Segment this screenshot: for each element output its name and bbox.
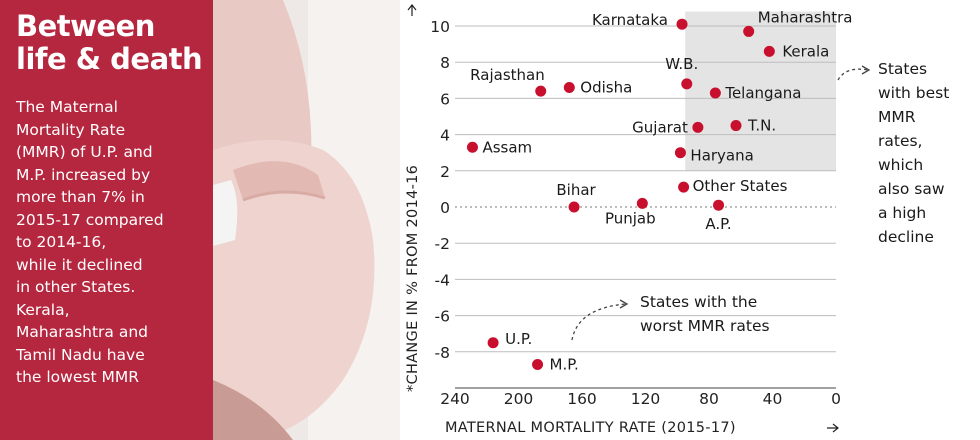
point-label: T.N. (747, 117, 776, 135)
data-point (466, 141, 478, 153)
annotation-worst-text: worst MMR rates (640, 317, 770, 335)
info-panel: Between life & death The Maternal Mortal… (0, 0, 213, 440)
annotation-best-text: with best (878, 84, 949, 102)
headline-line: Between (16, 9, 155, 43)
data-point (532, 358, 544, 370)
body-line: Kerala, (16, 300, 70, 319)
y-tick-label: 0 (440, 199, 450, 217)
y-tick-label: -2 (435, 235, 450, 253)
data-point (730, 120, 742, 132)
headline: Between life & death (16, 10, 211, 76)
annotation-best-arrowhead (861, 65, 871, 75)
x-tick-label: 120 (631, 390, 661, 408)
body-line: in other States. (16, 278, 136, 296)
point-label: Kerala (782, 42, 829, 60)
y-axis-title: *CHANGE IN % FROM 2014-16 (405, 165, 421, 392)
data-point (692, 121, 704, 133)
y-tick-label: 8 (440, 54, 450, 72)
x-tick-label: 240 (440, 390, 470, 408)
x-tick-label: 200 (504, 390, 534, 408)
headline-line: life & death (16, 42, 203, 76)
annotation-best-text: MMR (878, 108, 916, 126)
y-tick-label: -6 (435, 308, 450, 326)
data-point (709, 87, 721, 99)
pregnant-woman-photo (213, 0, 400, 440)
x-tick-label: 0 (831, 390, 841, 408)
annotation-best-text: a high (878, 204, 926, 222)
data-point (535, 85, 547, 97)
data-point (743, 25, 755, 37)
data-point (563, 82, 575, 94)
body-line: M.P. increased by (16, 165, 151, 184)
x-axis-title: MATERNAL MORTALITY RATE (2015-17) (445, 420, 736, 436)
body-line: The Maternal (16, 98, 118, 116)
mmr-scatter-chart: MATERNAL MORTALITY RATE (2015-17) *CHANGE… (405, 4, 949, 436)
point-label: Telangana (724, 84, 801, 102)
body-line: 2015-17 compared (16, 210, 164, 229)
data-point (763, 45, 775, 57)
point-label: Punjab (605, 209, 656, 227)
x-tick-label: 160 (567, 390, 597, 408)
body-line: more than 7% in (16, 188, 145, 206)
y-tick-label: -4 (435, 271, 450, 289)
annotation-best-text: rates, (878, 132, 923, 150)
body-line: while it declined (16, 255, 143, 274)
point-label: Rajasthan (470, 66, 545, 84)
data-point (676, 18, 688, 30)
data-point (674, 147, 686, 159)
point-label: Haryana (690, 147, 753, 165)
data-point (678, 181, 690, 193)
point-label: Bihar (556, 181, 596, 199)
y-tick-label: 10 (430, 18, 450, 36)
pregnant-woman-illustration (213, 0, 400, 440)
annotation-best-text: decline (878, 228, 934, 246)
annotation-best-text: States (878, 60, 927, 78)
body-line: the lowest MMR (16, 368, 139, 386)
point-label: Other States (693, 177, 788, 195)
x-tick-label: 40 (763, 390, 783, 408)
body-line: Mortality Rate (16, 120, 126, 139)
x-axis-arrow (827, 423, 839, 433)
body-line: (MMR) of U.P. and (16, 143, 153, 161)
body-line: Maharashtra and (16, 323, 148, 341)
annotation-worst-arrow (571, 303, 627, 341)
y-tick-label: 6 (440, 90, 450, 108)
annotation-best-text: also saw (878, 180, 945, 198)
data-point (487, 337, 499, 349)
annotation-worst-arrowhead (619, 299, 629, 309)
body-line: to 2014-16, (16, 233, 107, 251)
data-point (681, 78, 693, 90)
point-label: Assam (482, 138, 532, 156)
y-tick-label: -8 (435, 344, 450, 362)
point-label: M.P. (550, 355, 579, 373)
y-tick-label: 4 (440, 127, 450, 145)
point-label: Gujarat (632, 118, 688, 136)
data-point (636, 197, 648, 209)
point-label: Karnataka (592, 11, 668, 29)
point-label: U.P. (505, 330, 532, 348)
body-line: Tamil Nadu have (16, 345, 145, 364)
data-point (568, 201, 580, 213)
annotation-best-text: which (878, 156, 923, 174)
point-label: Maharashtra (758, 8, 853, 26)
annotation-worst-text: States with the (640, 293, 757, 311)
data-point (713, 199, 725, 211)
annotation-best-arrow (837, 68, 869, 81)
y-tick-label: 2 (440, 163, 450, 181)
point-label: A.P. (705, 215, 731, 233)
x-tick-label: 80 (699, 390, 719, 408)
body-text: The Maternal Mortality Rate (MMR) of U.P… (16, 96, 208, 389)
y-axis-arrow (407, 4, 417, 16)
point-label: Odisha (580, 79, 632, 97)
point-label: W.B. (665, 55, 698, 73)
